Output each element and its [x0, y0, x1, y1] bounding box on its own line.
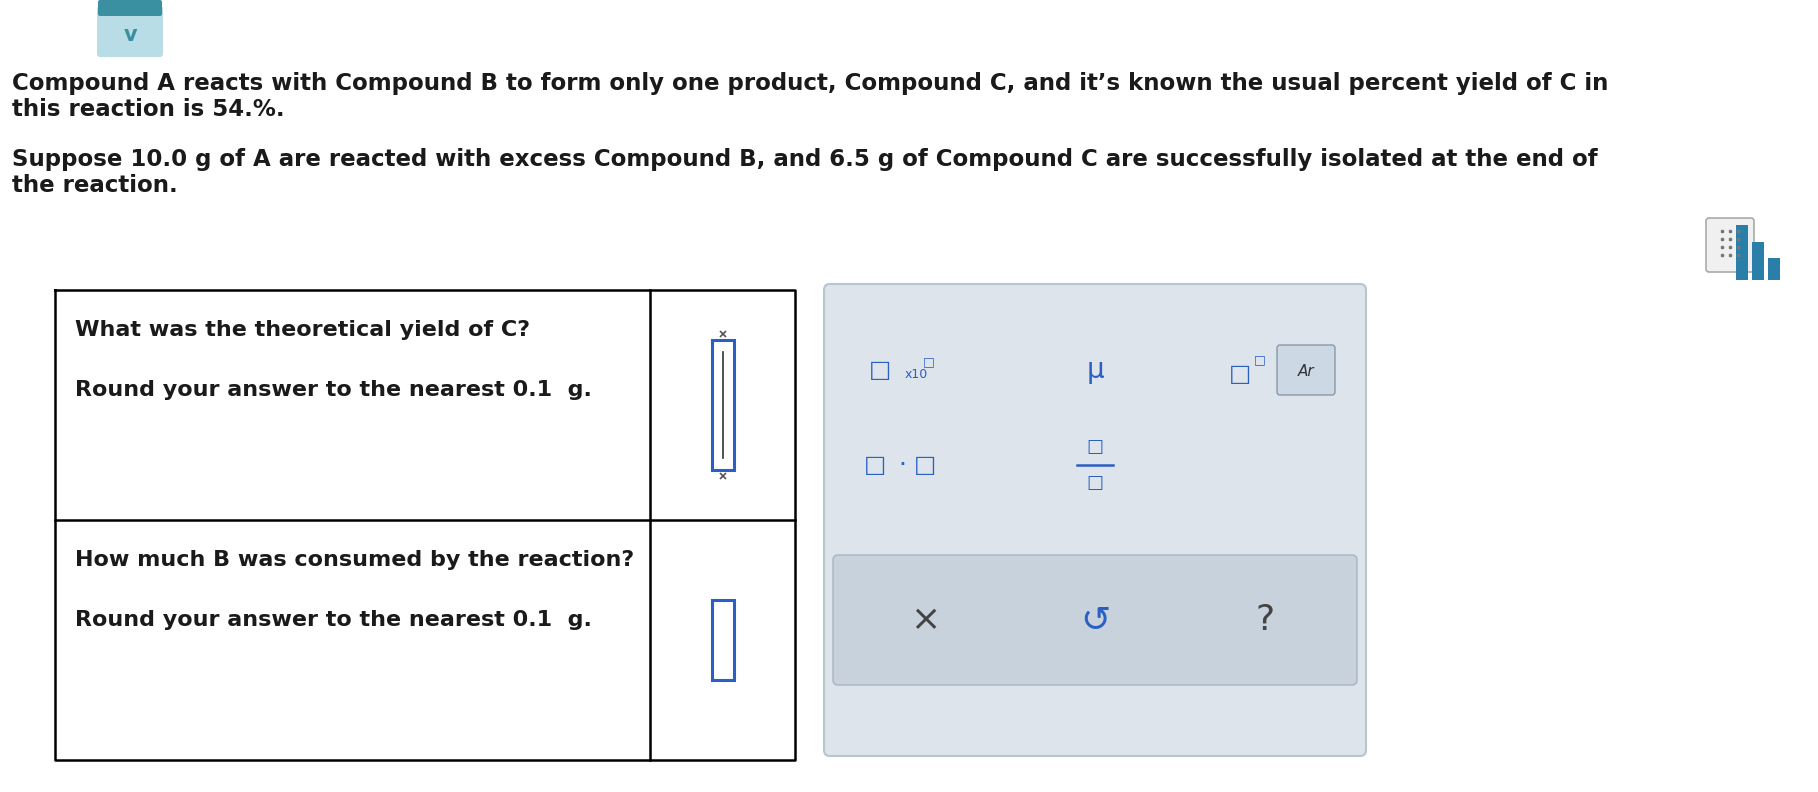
Bar [711, 340, 733, 470]
Text: □: □ [1229, 362, 1251, 386]
Bar [1767, 258, 1780, 280]
Text: □: □ [1087, 474, 1104, 492]
Text: Round your answer to the nearest 0.1  g.: Round your answer to the nearest 0.1 g. [75, 610, 593, 630]
FancyBboxPatch shape [824, 284, 1365, 756]
FancyBboxPatch shape [1705, 218, 1754, 272]
Text: ×: × [911, 603, 940, 637]
Text: Compound A reacts with Compound B to form only one product, Compound C, and it’s: Compound A reacts with Compound B to for… [13, 72, 1609, 95]
Text: ·: · [898, 453, 905, 477]
Text: □: □ [864, 453, 885, 477]
Text: Ar: Ar [1298, 364, 1314, 379]
Text: Round your answer to the nearest 0.1  g.: Round your answer to the nearest 0.1 g. [75, 380, 593, 400]
Text: □: □ [1254, 353, 1265, 367]
Text: v: v [124, 25, 136, 45]
FancyBboxPatch shape [98, 0, 162, 16]
Text: □: □ [1087, 438, 1104, 456]
Text: the reaction.: the reaction. [13, 174, 178, 197]
Text: □: □ [924, 356, 934, 368]
Bar [1753, 242, 1763, 280]
FancyBboxPatch shape [833, 555, 1356, 685]
Bar [711, 600, 733, 680]
Bar [1736, 225, 1747, 280]
Text: □: □ [914, 453, 936, 477]
Text: □: □ [869, 358, 891, 382]
Text: How much B was consumed by the reaction?: How much B was consumed by the reaction? [75, 550, 634, 570]
Text: What was the theoretical yield of C?: What was the theoretical yield of C? [75, 320, 531, 340]
Text: ?: ? [1254, 603, 1274, 637]
Text: ↺: ↺ [1080, 603, 1111, 637]
Text: μ: μ [1085, 356, 1104, 384]
Text: x10: x10 [905, 367, 929, 380]
Text: this reaction is 54.%.: this reaction is 54.%. [13, 98, 285, 121]
FancyBboxPatch shape [1276, 345, 1334, 395]
FancyBboxPatch shape [96, 6, 164, 57]
Text: Suppose 10.0 g of A are reacted with excess Compound B, and 6.5 g of Compound C : Suppose 10.0 g of A are reacted with exc… [13, 148, 1598, 171]
